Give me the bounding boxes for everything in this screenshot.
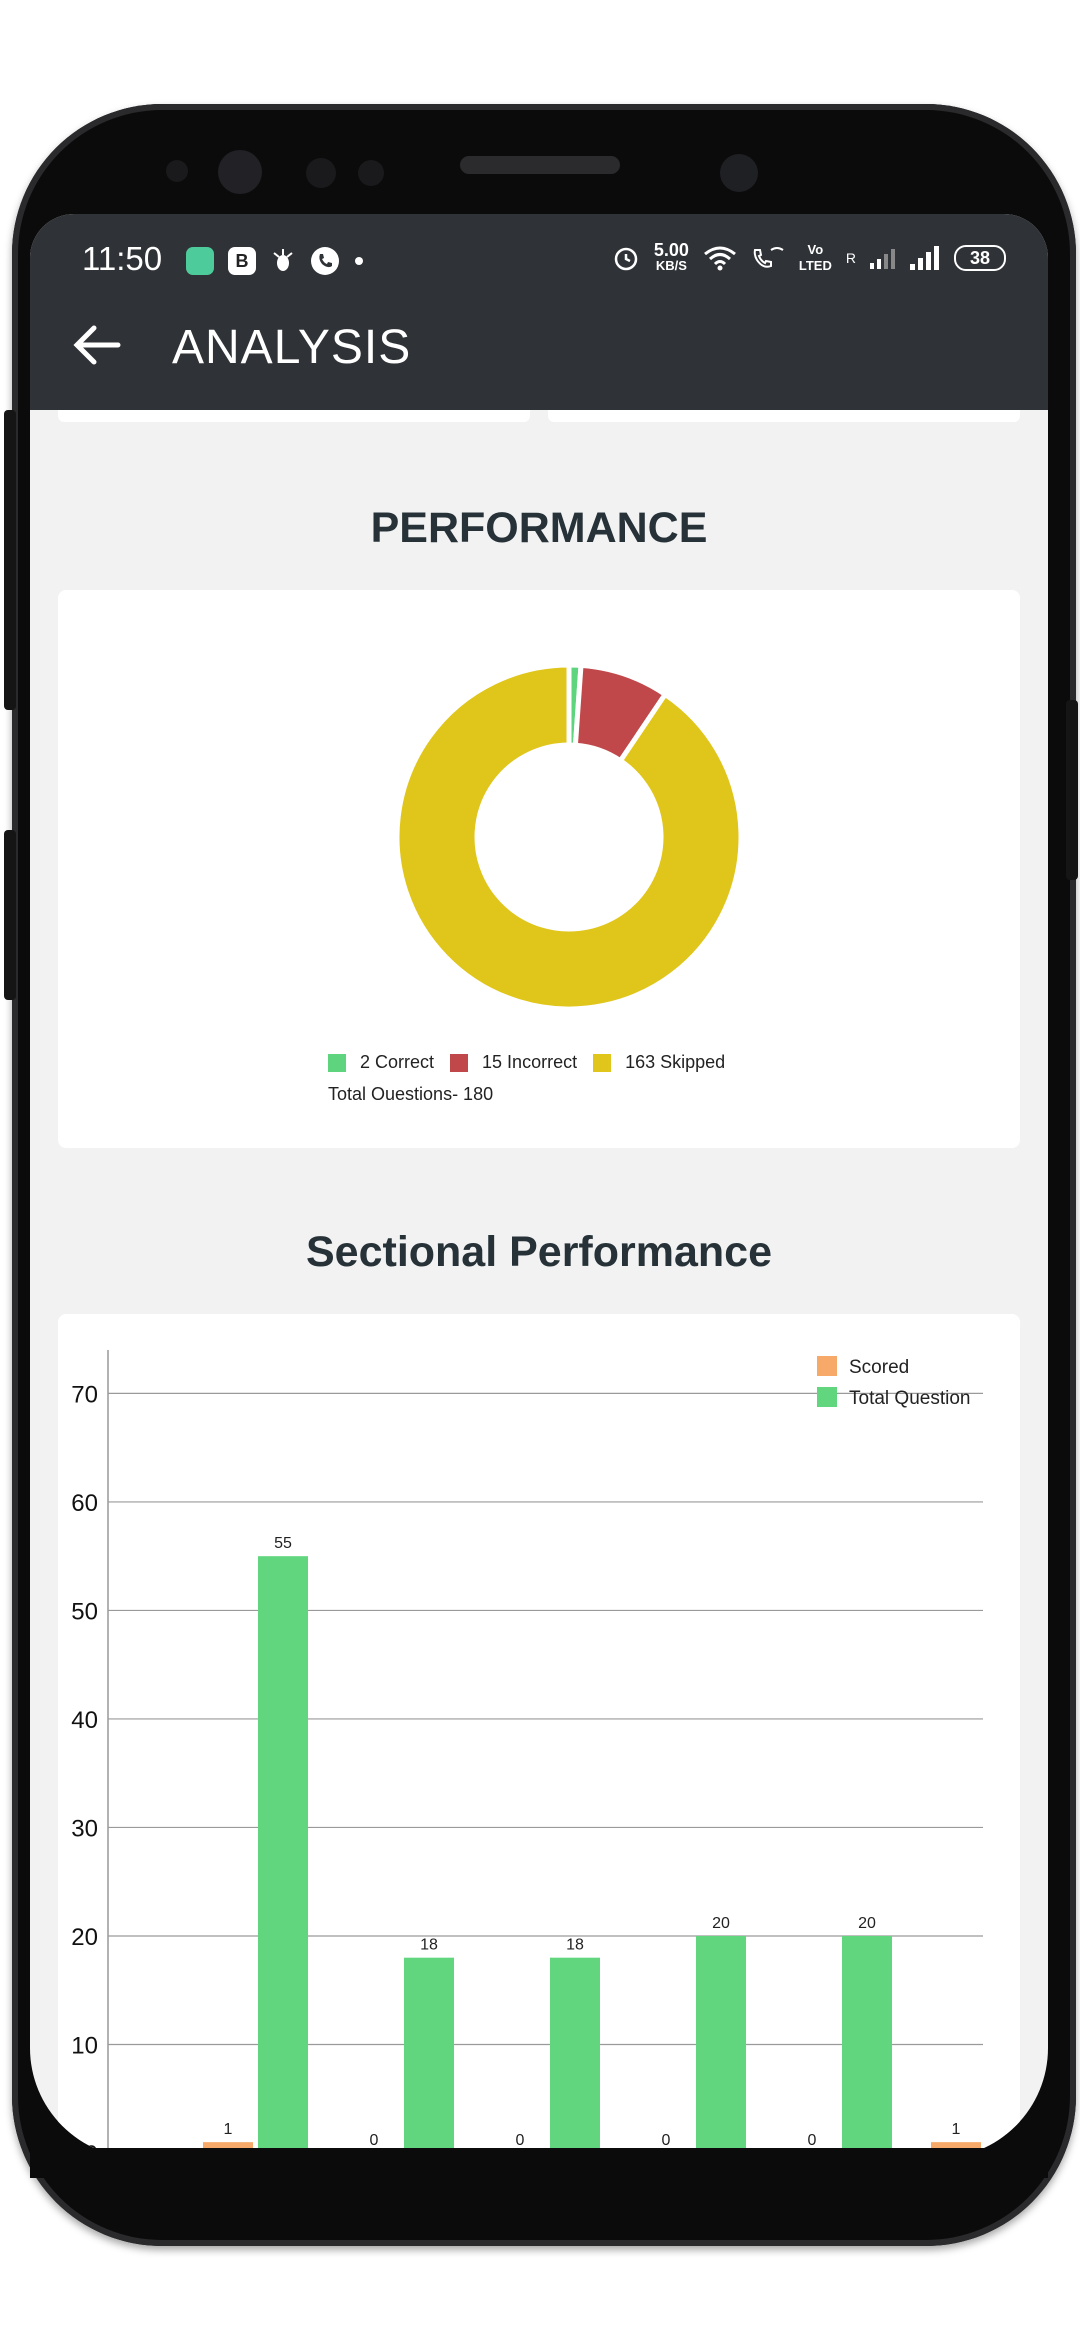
bar-total-question[interactable] [696,1935,746,2153]
sensor-dot [306,158,336,188]
wifi-calling-icon [753,247,784,268]
bar-scored[interactable] [931,2142,981,2153]
arrow-left-icon[interactable] [70,318,124,372]
dot-icon [355,257,363,265]
phone-screen: 11:50 B 5.00 KB/S Vo LTED [30,214,1048,2158]
pie-slice-skipped[interactable] [394,662,744,1010]
legend-label: Total Question [849,1388,970,1409]
phone-call-icon [311,247,339,275]
bar-value-label: 55 [274,1535,292,1552]
page-title: ANALYSIS [172,321,412,374]
bar-value-label: 0 [370,2132,379,2149]
y-tick-label: 10 [71,2032,98,2059]
performance-card: 2 Correct 15 Incorrect 163 Skipped Total… [58,590,1020,1148]
sectional-performance-title: Sectional Performance [305,1228,772,1276]
donut-inner-ring [478,746,660,928]
bar-legend: Scored Total Question [817,1356,970,1409]
bar-value-label: 1 [952,2121,961,2138]
y-tick-label: 30 [71,1815,98,1842]
legend-swatch [817,1356,837,1376]
app-bar: 11:50 B 5.00 KB/S Vo LTED [30,214,1048,410]
sensor-dot [358,160,384,186]
iris-scanner [720,154,758,192]
y-tick-label: 50 [71,1598,98,1625]
bottom-bezel [30,2148,1048,2178]
status-time: 11:50 [82,240,163,277]
bar-total-question[interactable] [258,1556,308,2153]
legend-item-correct[interactable]: 2 Correct [328,1052,434,1073]
performance-title: PERFORMANCE [370,504,708,552]
battery-icon: 38 [954,245,1006,271]
bar-total-question[interactable] [842,1935,892,2153]
total-questions: Total Ouestions- 180 [328,1084,494,1104]
legend-swatch [328,1053,346,1072]
bar-value-label: 1 [224,2121,233,2138]
power-button [4,410,16,710]
volte-indicator: Vo LTED [798,242,832,273]
legend-swatch [817,1387,837,1407]
sectional-bar-chart: 0102030405060701000015518182020ScoredTot… [71,1350,983,2158]
y-tick-label: 60 [71,1490,98,1517]
previous-card-edge [58,410,530,422]
legend-label: Scored [849,1357,909,1378]
front-camera [218,150,262,194]
legend-label: 2 Correct [360,1052,435,1072]
status-right-icons: 5.00 KB/S Vo LTED R 38 [612,240,1006,274]
legend-item-incorrect[interactable]: 15 Incorrect [450,1052,577,1073]
alarm-icon [614,247,638,271]
performance-donut-chart [394,662,744,1010]
signal-icon [870,249,895,269]
legend-swatch [450,1053,469,1072]
signal-icon [910,246,939,270]
sensor-dot [166,160,188,182]
volume-button [4,830,16,1000]
bar-value-label: 0 [808,2132,817,2149]
bar-total-question[interactable] [404,1957,454,2153]
legend-item-skipped[interactable]: 163 Skipped [593,1052,725,1073]
bar-scored[interactable] [203,2142,253,2153]
bug-icon [273,249,293,271]
network-speed: 5.00 KB/S [653,240,689,273]
notification-icons: B [186,246,364,276]
bar-value-label: 0 [662,2132,671,2149]
side-key [1066,700,1078,880]
y-tick-label: 70 [71,1381,98,1408]
bar-value-label: 20 [712,1915,730,1932]
bar-total-question[interactable] [550,1957,600,2153]
earpiece-speaker [460,156,620,174]
y-tick-label: 20 [71,1924,98,1951]
legend-label: 163 Skipped [625,1052,726,1072]
y-tick-label: 40 [71,1707,98,1734]
status-bar: 11:50 B 5.00 KB/S Vo LTED [30,228,1048,284]
wifi-icon [703,246,736,271]
bar-value-label: 0 [516,2132,525,2149]
bar-value-label: 18 [566,1937,584,1954]
bar-value-label: 18 [420,1937,438,1954]
previous-card-edge [548,410,1020,422]
app-notification-icon [186,247,214,275]
sectional-card: 0102030405060701000015518182020ScoredTot… [58,1314,1020,2158]
legend-label: 15 Incorrect [482,1052,578,1072]
roaming-indicator: R [845,250,856,266]
bar-value-label: 20 [858,1915,876,1932]
legend-swatch [593,1053,612,1072]
performance-legend: 2 Correct 15 Incorrect 163 Skipped [328,1052,725,1073]
b-app-icon: B [228,247,256,275]
